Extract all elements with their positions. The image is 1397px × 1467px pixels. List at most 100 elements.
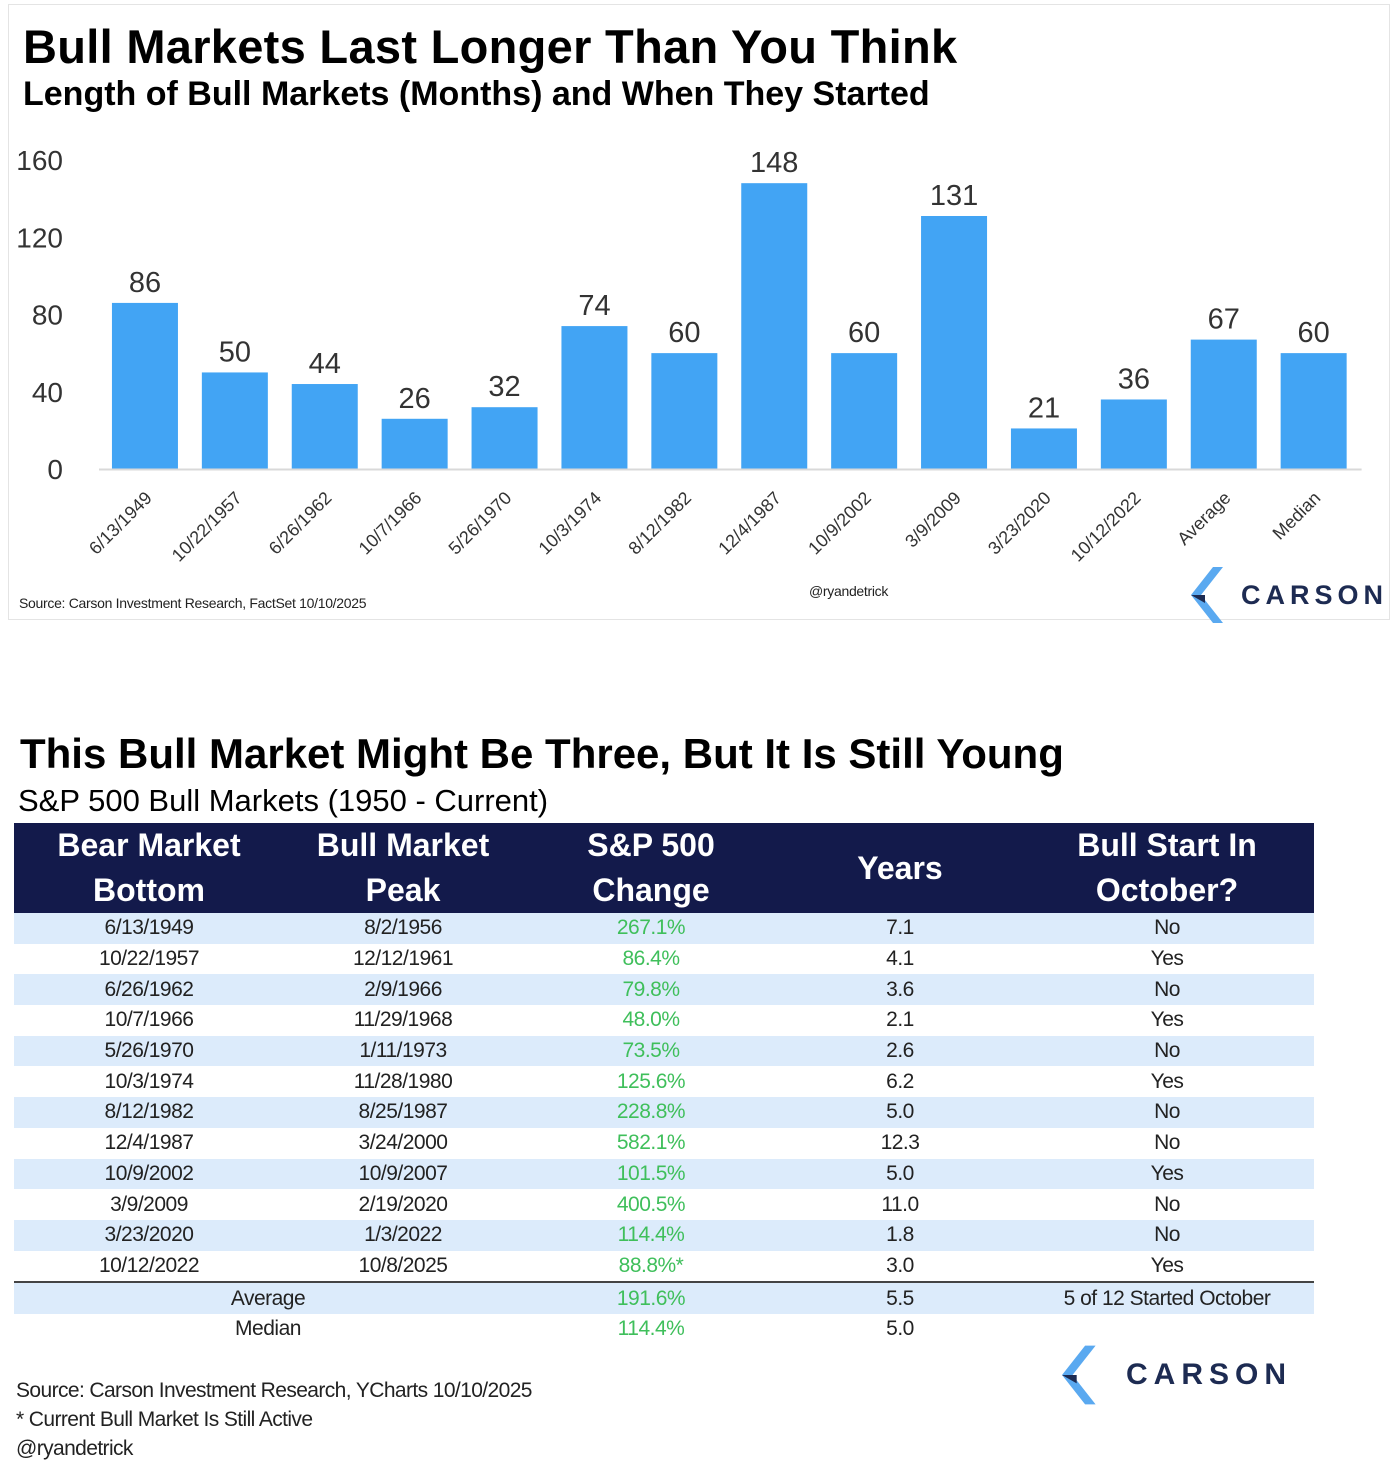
years-cell: 6.2 — [886, 1069, 914, 1093]
table-body: 6/13/1949 8/2/1956 267.1% 7.1 No 10/22/1957 12… — [14, 913, 1314, 1282]
bear-market-bottom-cell: 10/22/1957 — [98, 947, 200, 971]
bear-market-bottom-cell: 6/26/1962 — [14, 974, 284, 1006]
summary-years: 5.0 — [886, 1317, 914, 1341]
sp500-change-cell: 73.5% — [522, 1035, 780, 1067]
y-tick-label: 40 — [32, 377, 63, 408]
years-cell: 2.6 — [780, 1035, 1020, 1067]
header-line: Bear Market — [57, 827, 241, 863]
source-line: Source: Carson Investment Research, YCha… — [16, 1379, 532, 1402]
years-cell: 5.0 — [780, 1097, 1020, 1128]
y-axis: 0 40 80 120 160 — [16, 145, 63, 485]
x-tick-label: 10/3/1974 — [535, 488, 606, 559]
data-label: 44 — [309, 348, 341, 380]
october-start-cell: Yes — [1020, 1158, 1314, 1190]
x-tick-label: 10/9/2002 — [804, 488, 875, 559]
bar — [291, 384, 358, 469]
years-cell: 3.6 — [780, 974, 1020, 1006]
bull-market-peak-cell: 10/8/2025 — [358, 1253, 448, 1277]
sp500-change-cell: 228.8% — [522, 1097, 780, 1128]
y-tick-label: 120 — [16, 222, 63, 253]
bar — [201, 372, 268, 469]
y-tick-label: 0 — [47, 454, 63, 485]
x-axis: 6/13/1949 10/22/1957 6/26/1962 10/7/1966 5/2… — [85, 468, 1362, 566]
x-tick-label: 6/26/1962 — [265, 488, 336, 559]
carson-logo: CARSON — [1191, 567, 1388, 623]
x-tick-label: 5/26/1970 — [445, 488, 516, 559]
header-bull-start-october: Bull Start In October? — [1020, 823, 1314, 913]
data-label: 86 — [129, 267, 161, 299]
data-label: 74 — [578, 290, 610, 322]
bull-market-peak-cell: 2/19/2020 — [358, 1192, 448, 1216]
bear-market-bottom-cell: 5/26/1970 — [14, 1035, 284, 1067]
y-tick-label: 160 — [16, 145, 63, 176]
october-start-cell: No — [1020, 1035, 1314, 1067]
chart-author-handle: @ryandetrick — [809, 583, 889, 599]
sp500-change-cell: 86.4% — [622, 947, 680, 971]
years-cell: 4.1 — [886, 947, 914, 971]
x-tick-label: 10/7/1966 — [355, 488, 426, 559]
data-label: 21 — [1028, 392, 1060, 424]
table-row: 10/22/1957 12/12/1961 86.4% 4.1 Yes — [14, 944, 1314, 975]
summary-row-median: Median 114.4% 5.0 — [14, 1314, 1314, 1345]
sp500-change-cell: 101.5% — [522, 1158, 780, 1190]
carson-chevron-icon — [1062, 1345, 1096, 1405]
summary-label: Median — [235, 1317, 301, 1341]
summary-note — [1020, 1314, 1314, 1345]
october-start-cell: No — [1154, 1131, 1180, 1155]
bar — [381, 418, 448, 469]
header-line: Peak — [365, 872, 441, 908]
bull-markets-table: Bear Market Bottom Bull Market Peak S&P … — [14, 823, 1314, 1345]
bull-market-peak-cell: 2/9/1966 — [284, 974, 522, 1006]
bear-market-bottom-cell: 10/7/1966 — [104, 1008, 194, 1032]
data-label: 50 — [219, 336, 251, 368]
october-start-cell: No — [1154, 1192, 1180, 1216]
sp500-change-cell: 48.0% — [622, 1008, 680, 1032]
bar — [111, 302, 178, 469]
bull-market-peak-cell: 10/9/2007 — [284, 1158, 522, 1190]
data-label: 60 — [848, 317, 880, 349]
bar — [921, 216, 988, 469]
header-line: Change — [592, 872, 710, 908]
header-line: October? — [1095, 872, 1239, 908]
x-tick-label: 3/23/2020 — [984, 488, 1055, 559]
october-start-cell: No — [1020, 1219, 1314, 1251]
header-line: Bull Start In — [1077, 827, 1257, 863]
x-tick-label: Average — [1173, 488, 1234, 549]
october-start-cell: No — [1020, 913, 1314, 944]
table-row: 3/9/2009 2/19/2020 400.5% 11.0 No — [14, 1189, 1314, 1220]
table-row: 10/12/2022 10/8/2025 88.8%* 3.0 Yes — [14, 1251, 1314, 1283]
october-start-cell: Yes — [1150, 1069, 1184, 1093]
table-source-notes: Source: Carson Investment Research, YCha… — [16, 1376, 532, 1463]
years-cell: 12.3 — [880, 1131, 920, 1155]
october-start-cell: Yes — [1150, 947, 1184, 971]
bar — [1010, 428, 1077, 469]
data-label: 148 — [750, 147, 798, 179]
bar — [471, 407, 538, 469]
summary-note: 5 of 12 Started October — [1020, 1281, 1314, 1314]
carson-chevron-icon — [1191, 567, 1223, 623]
bull-market-peak-cell: 11/28/1980 — [353, 1069, 453, 1093]
bar — [831, 353, 898, 469]
bear-market-bottom-cell: 6/13/1949 — [14, 913, 284, 944]
x-tick-label: 6/13/1949 — [85, 488, 156, 559]
data-label: 131 — [930, 180, 978, 212]
table-row: 6/26/1962 2/9/1966 79.8% 3.6 No — [14, 974, 1314, 1006]
bar — [1280, 353, 1347, 469]
x-tick-label: 8/12/1982 — [624, 488, 695, 559]
data-label: 26 — [399, 383, 431, 415]
header-line: Bull Market — [316, 827, 490, 863]
data-label: 36 — [1118, 363, 1150, 395]
table-subtitle: S&P 500 Bull Markets (1950 - Current) — [18, 783, 549, 818]
sp500-change-cell: 267.1% — [522, 913, 780, 944]
x-tick-label: 10/22/1957 — [168, 488, 246, 566]
chart-subtitle: Length of Bull Markets (Months) and When… — [23, 75, 930, 113]
bar — [741, 183, 808, 470]
bars: 86 50 44 26 32 74 60 148 60 131 21 36 67 60 — [111, 147, 1347, 470]
bear-market-bottom-cell: 10/12/2022 — [98, 1253, 200, 1277]
summary-change: 114.4% — [617, 1317, 685, 1341]
bear-market-bottom-cell: 10/9/2002 — [14, 1158, 284, 1190]
bear-market-bottom-cell: 3/9/2009 — [110, 1192, 188, 1216]
chart-source-note: Source: Carson Investment Research, Fact… — [19, 595, 367, 611]
carson-wordmark: CARSON — [1241, 579, 1389, 610]
header-years: Years — [780, 823, 1020, 913]
